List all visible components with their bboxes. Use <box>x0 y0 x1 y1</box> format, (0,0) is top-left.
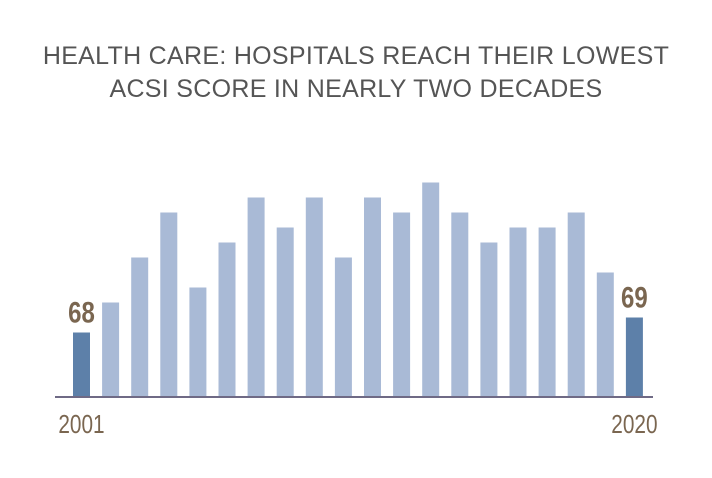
bar <box>247 197 265 397</box>
bar <box>393 212 411 397</box>
x-tick-label: 2020 <box>611 410 657 439</box>
bar <box>422 182 440 397</box>
bar <box>131 257 149 397</box>
bar <box>509 227 527 397</box>
x-tick-label: 2001 <box>58 410 104 439</box>
bar <box>102 302 120 397</box>
value-label: 68 <box>68 295 95 329</box>
bar <box>364 197 381 397</box>
chart-title: HEALTH CARE: HOSPITALS REACH THEIR LOWES… <box>42 42 670 103</box>
bar <box>276 227 294 397</box>
bar <box>73 332 90 397</box>
bar <box>596 272 614 397</box>
bar <box>334 257 352 397</box>
bar <box>218 242 236 397</box>
bar <box>538 227 556 397</box>
bar <box>567 212 585 397</box>
bar <box>625 317 643 397</box>
bar <box>480 242 498 397</box>
bar <box>305 197 323 397</box>
bar <box>160 212 178 397</box>
bar <box>451 212 469 397</box>
bar <box>189 287 207 397</box>
value-label: 69 <box>621 280 648 314</box>
